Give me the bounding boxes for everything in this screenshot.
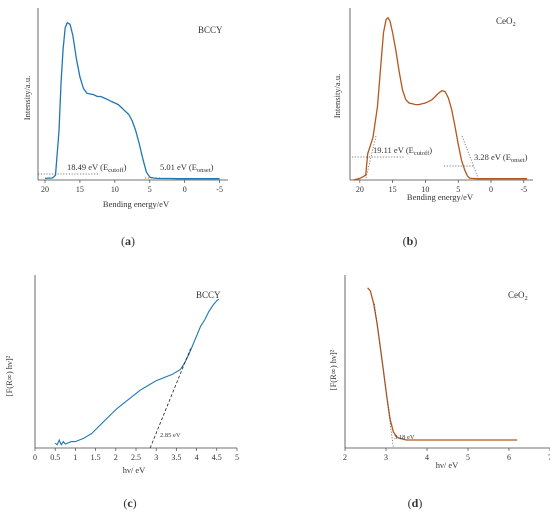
x-tick-label: 2: [343, 453, 347, 462]
series-line-b: [353, 16, 528, 181]
y-axis-label-d: [F(R∞) hν]²: [328, 349, 338, 390]
x-tick-label: 0: [489, 185, 493, 194]
sample-label-c: BCCY: [196, 290, 221, 300]
panel-label-c: (c): [123, 496, 136, 510]
x-tick-label: 3: [384, 453, 388, 462]
series-line-d: [367, 287, 518, 441]
x-tick-label: 5: [466, 453, 470, 462]
panel-label-d: (d): [408, 496, 423, 510]
x-tick-label: 4: [425, 453, 429, 462]
x-tick-label: 1: [73, 453, 77, 462]
x-tick-label: 6: [507, 453, 511, 462]
annotation-a1: 18.49 eV (Ecutoff): [67, 162, 127, 174]
x-tick-label: 1.5: [91, 453, 101, 462]
x-ticks-b: 20 15 10 5 0 -5: [356, 180, 527, 194]
x-tick-label: 2.5: [131, 453, 141, 462]
series-line-c: [54, 298, 220, 446]
x-tick-label: 15: [389, 185, 397, 194]
fit-line-c: [149, 348, 191, 449]
x-tick-label: 15: [76, 185, 84, 194]
x-axis-label-d: hν/ eV: [436, 460, 459, 470]
y-axis-label-c: [F(R∞) hν]²: [4, 355, 14, 396]
panel-d: 2 3 4 5 6 7 CeO2 3.18 eV hν/ eV [F(R∞) hν]² (…: [328, 275, 550, 510]
x-tick-label: 4: [195, 453, 199, 462]
x-tick-label: 3.5: [171, 453, 181, 462]
sample-label-a: BCCY: [198, 25, 223, 35]
panel-label-b: (b): [403, 234, 418, 248]
x-tick-label: 4.5: [212, 453, 222, 462]
x-tick-label: 5: [148, 185, 152, 194]
x-ticks-a: 20 15 10 5 0 -5: [41, 180, 223, 194]
x-ticks-c: 0 0.5 1 1.5 2 2.5 3 3.5 4 4.5 5: [33, 448, 239, 462]
annotation-b1: 19.11 eV (Ecutoff): [373, 145, 432, 157]
x-tick-label: 7: [548, 453, 550, 462]
annotation-a2: 5.01 eV (Eonset): [160, 162, 214, 174]
x-tick-label: 20: [356, 185, 364, 194]
x-ticks-d: 2 3 4 5 6 7: [343, 448, 550, 462]
sample-label-b: CeO2: [496, 16, 516, 28]
x-tick-label: 5: [456, 185, 460, 194]
x-tick-label: 10: [421, 185, 429, 194]
x-tick-label: 2: [114, 453, 118, 462]
annotation-d1: 3.18 eV: [394, 434, 415, 441]
x-tick-label: -5: [520, 185, 527, 194]
fit-line-d: [374, 303, 394, 449]
guide-line-b4: [461, 135, 479, 179]
annotation-b2: 3.28 eV (Eonset): [474, 152, 528, 164]
y-axis-label-a: Intensity/a.u.: [22, 76, 32, 120]
x-axis-label-c: hν/ eV: [123, 465, 146, 475]
x-tick-label: 5: [235, 453, 239, 462]
x-tick-label: 0: [33, 453, 37, 462]
annotation-c1: 2.85 eV: [160, 432, 181, 439]
x-axis-label-b: Bending energy/eV: [407, 192, 474, 202]
x-tick-label: 0: [183, 185, 187, 194]
x-tick-label: -5: [216, 185, 223, 194]
panel-c: 0 0.5 1 1.5 2 2.5 3 3.5 4 4.5 5 BCCY 2.85 eV hν/ e…: [4, 275, 239, 510]
y-axis-label-b: Intensity/a.u.: [332, 74, 342, 118]
x-axis-label-a: Bending energy/eV: [103, 199, 170, 209]
x-tick-label: 0.5: [50, 453, 60, 462]
panel-a: 20 15 10 5 0 -5 BCCY 18.49 eV (Ecutoff) 5.01 …: [22, 8, 228, 248]
x-tick-label: 20: [41, 185, 49, 194]
panel-b: 20 15 10 5 0 -5 CeO2 19.11 eV (Ecutoff) 3.28 …: [332, 8, 533, 248]
series-line-a: [44, 21, 220, 180]
panel-label-a: (a): [121, 234, 135, 248]
x-tick-label: 3: [154, 453, 158, 462]
x-tick-label: 10: [111, 185, 119, 194]
sample-label-d: CeO2: [508, 290, 528, 302]
